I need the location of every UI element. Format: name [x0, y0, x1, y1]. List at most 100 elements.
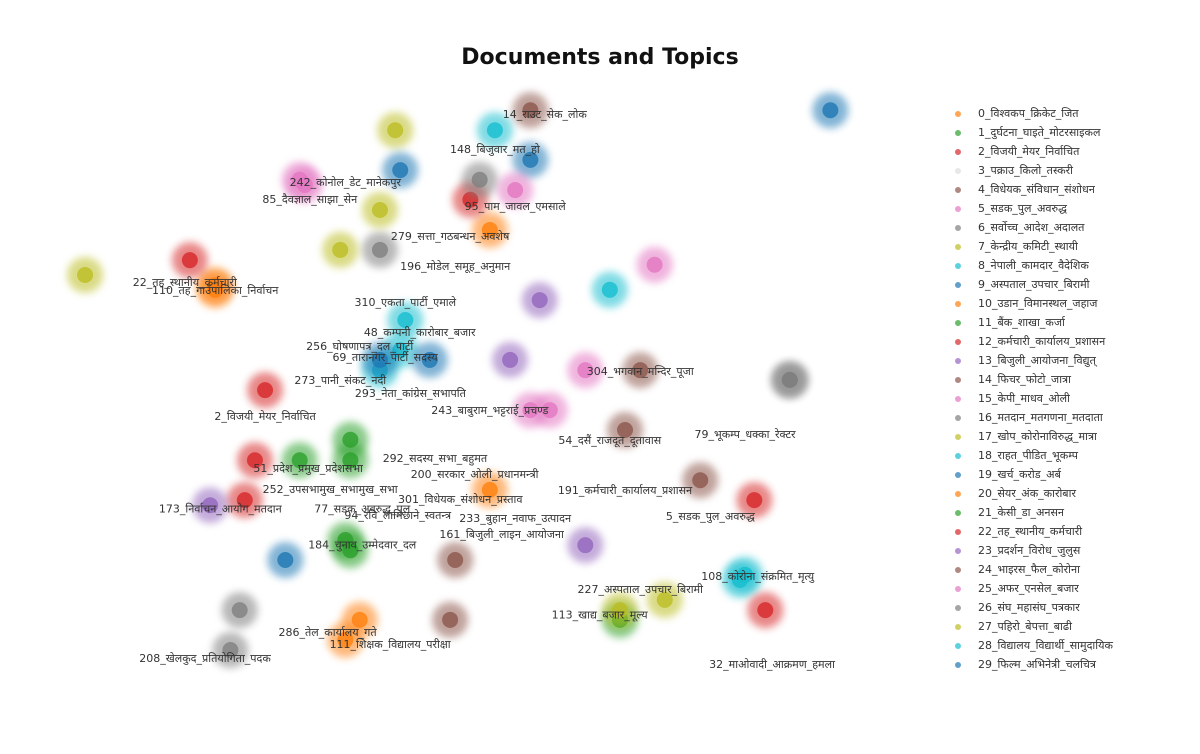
legend-marker [955, 415, 961, 421]
plot-area [67, 92, 849, 669]
topic-cluster-core [291, 452, 308, 469]
cluster-label: 293_नेता_कांग्रेस_सभापति [355, 387, 467, 400]
cluster-label: 196_मोडेल_समूह_अनुमान [400, 260, 511, 274]
topic-cluster-core [387, 122, 404, 139]
legend-marker [955, 149, 961, 155]
legend-marker [955, 263, 961, 269]
topic-cluster-core [601, 281, 618, 298]
legend-marker [955, 377, 961, 383]
cluster-label: 54_दसैं_राजदूत_दूतावास [558, 434, 661, 448]
cluster-label: 111_शिक्षक_विद्यालय_परीक्षा [330, 638, 451, 651]
topic-cluster-core [246, 452, 263, 469]
legend-label: 25_अफर_एनसेल_बजार [978, 582, 1079, 595]
legend-marker [955, 358, 961, 364]
legend-label: 29_फिल्म_अभिनेत्री_चलचित्र [978, 658, 1097, 671]
topic-cluster-core [332, 241, 349, 258]
topic-cluster-core [397, 312, 414, 329]
topic-cluster-core [202, 497, 219, 514]
topic-cluster-core [207, 281, 224, 298]
cluster-label: 292_सदस्य_सभा_बहुमत [383, 452, 488, 466]
legend-marker [955, 567, 961, 573]
cluster-label: 14_राउट_सेक_लोक [503, 108, 588, 121]
topic-cluster-core [577, 362, 594, 379]
topic-cluster-core [77, 266, 94, 283]
cluster-label: 301_विधेयक_संशोधन_प्रस्ताव [398, 493, 523, 506]
topic-cluster-core [502, 351, 519, 368]
cluster-label: 85_दैवज्ञाल_साझा_सेन [262, 193, 358, 206]
topic-cluster-core [781, 371, 798, 388]
cluster-label: 279_सत्ता_गठबन्धन_अवशेष [391, 230, 510, 243]
legend-marker [955, 453, 961, 459]
topic-cluster-core [507, 182, 524, 199]
cluster-label: 242_कोनोल_डेट_मानेकपुर [290, 176, 402, 189]
chart-title: Documents and Topics [461, 45, 738, 70]
topic-cluster-core [737, 566, 754, 583]
legend-marker [955, 586, 961, 592]
legend-label: 16_मतदान_मतगणना_मतदाता [978, 411, 1103, 424]
topic-cluster-core [656, 591, 673, 608]
legend-label: 18_राहत_पीडित_भूकम्प [978, 449, 1079, 463]
legend-marker [955, 130, 961, 136]
legend-label: 2_विजयी_मेयर_निर्वाचित [978, 145, 1080, 158]
cluster-label: 233_बुहान_नवाफ_उत्पादन [459, 512, 572, 525]
topic-cluster-core [447, 551, 464, 568]
cluster-label: 161_बिजुली_लाइन_आयोजना [439, 528, 564, 541]
cluster-label: 22_तह_स्थानीय_कर्मचारी [133, 276, 237, 289]
topic-cluster-core [371, 202, 388, 219]
legend-label: 12_कर्मचारी_कार्यालय_प्रशासन [978, 335, 1106, 348]
topic-cluster-core [481, 221, 498, 238]
cluster-label: 51_प्रदेश_प्रमुख_प्रदेशसभा [253, 462, 363, 475]
cluster-label: 77_सडक_अवरुद्ध_पुल [314, 502, 410, 515]
legend-marker [955, 168, 961, 174]
legend-label: 26_संघ_महासंघ_पत्रकार [978, 601, 1080, 614]
legend-marker [955, 491, 961, 497]
cluster-label: 252_उपसभामुख_सभामुख_सभा [263, 483, 398, 496]
legend-marker [955, 643, 961, 649]
topic-cluster-core [486, 122, 503, 139]
topic-cluster-core [257, 382, 274, 399]
cluster-label: 94_रवि_लामिछाने_स्वतन्त्र [344, 509, 452, 522]
legend-label: 0_विश्वकप_क्रिकेट_जित [978, 107, 1079, 120]
topic-cluster-core [632, 362, 649, 379]
legend-label: 10_उडान_विमानस्थल_जहाज [978, 297, 1098, 310]
legend-label: 7_केन्द्रीय_कमिटी_स्थायी [978, 240, 1078, 253]
legend-marker [955, 662, 961, 668]
topic-cluster-core [617, 422, 634, 439]
annotation-layer: 14_राउट_सेक_लोक 148_बिजुवार_मत_हो 85_दैवज्… [133, 108, 835, 671]
legend-marker [955, 301, 961, 307]
legend-label: 21_केसी_डा_अनसन [978, 506, 1065, 519]
legend-label: 20_सेयर_अंक_कारोबार [978, 487, 1076, 500]
legend-label: 1_दुर्घटना_घाइते_मोटरसाइकल [978, 126, 1101, 140]
legend-marker [955, 339, 961, 345]
cluster-label: 148_बिजुवार_मत_हो [450, 143, 540, 156]
legend-label: 22_तह_स्थानीय_कर्मचारी [978, 525, 1082, 538]
cluster-label: 5_सडक_पुल_अवरुद्ध [666, 510, 755, 523]
topic-cluster-core [371, 351, 388, 368]
legend-label: 9_अस्पताल_उपचार_बिरामी [978, 278, 1090, 291]
legend-label: 11_बैंक_शाखा_कर्जा [978, 316, 1066, 329]
topic-cluster-core [442, 611, 459, 628]
cluster-label: 32_माओवादी_आक्रमण_हमला [709, 658, 835, 671]
legend-marker [955, 225, 961, 231]
topic-cluster-core [522, 102, 539, 119]
cluster-label: 310_एकता_पार्टी_एमाले [355, 296, 457, 309]
topic-cluster-core [522, 151, 539, 168]
topic-cluster-core [531, 292, 548, 309]
legend-marker [955, 320, 961, 326]
cluster-label: 48_कम्पनी_कारोबार_बजार [364, 326, 476, 339]
topic-cluster-core [481, 481, 498, 498]
topic-cluster-core [757, 602, 774, 619]
cluster-label: 304_भगवान_मन्दिर_पूजा [587, 365, 694, 379]
topic-cluster-core [371, 241, 388, 258]
cluster-label: 273_पानी_संकट_नदी [294, 374, 386, 387]
legend-marker [955, 111, 961, 117]
topic-cluster-core [577, 537, 594, 554]
cluster-label: 227_अस्पताल_उपचार_बिरामी [577, 583, 703, 596]
legend-marker [955, 529, 961, 535]
cluster-label: 200_सरकार_ओली_प्रधानमन्त्री [411, 468, 539, 481]
cluster-label: 79_भूकम्प_धक्का_रेक्टर [694, 428, 796, 442]
legend-label: 4_विधेयक_संविधान_संशोधन [978, 183, 1096, 196]
legend-label: 19_खर्च_करोड_अर्ब [978, 468, 1062, 481]
legend-label: 3_पक्राउ_किलो_तस्करी [978, 164, 1073, 177]
legend-marker [955, 187, 961, 193]
